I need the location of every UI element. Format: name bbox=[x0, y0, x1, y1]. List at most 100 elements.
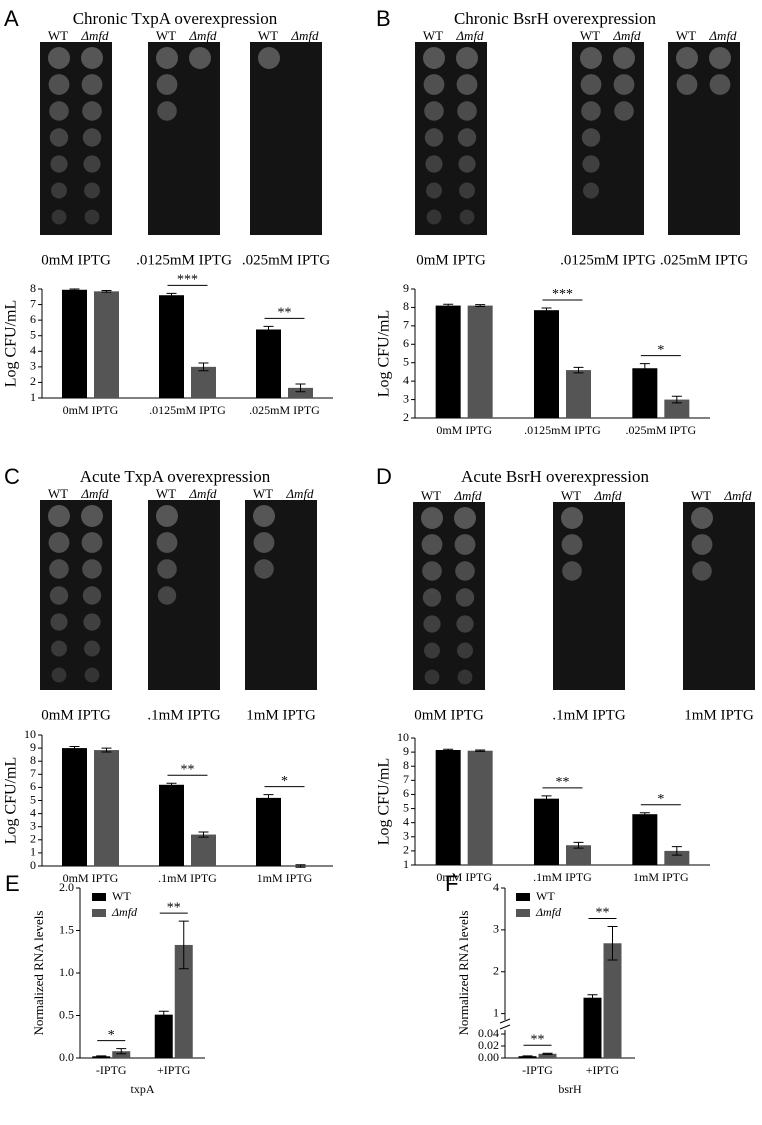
error-bar bbox=[69, 746, 80, 751]
error-bar bbox=[263, 325, 274, 334]
error-bar bbox=[263, 794, 274, 802]
bar bbox=[159, 784, 184, 866]
plate-label: 0mM IPTG bbox=[414, 707, 484, 723]
bar bbox=[174, 944, 193, 1058]
bar bbox=[538, 1053, 557, 1058]
colony-spot bbox=[454, 534, 476, 555]
panel-title: Acute TxpA overexpression bbox=[80, 467, 271, 486]
strain-label: Δmfd bbox=[593, 488, 622, 503]
strain-label: WT bbox=[48, 28, 68, 43]
y-tick-label: 3 bbox=[493, 922, 499, 936]
y-tick-label: 9 bbox=[403, 744, 409, 758]
y-tick-label: 0.5 bbox=[59, 1007, 74, 1021]
legend-swatch bbox=[516, 893, 530, 901]
significance-label: ** bbox=[181, 762, 195, 777]
bar bbox=[94, 291, 119, 398]
error-bar bbox=[541, 795, 552, 802]
y-tick-label: 7 bbox=[30, 296, 36, 310]
colony-spot bbox=[614, 101, 634, 121]
strain-label: WT bbox=[156, 28, 176, 43]
y-tick-label: 4 bbox=[30, 343, 36, 357]
y-tick-label: 3 bbox=[30, 359, 36, 373]
plate-image bbox=[245, 500, 317, 690]
strain-label: WT bbox=[258, 28, 278, 43]
colony-spot bbox=[48, 532, 70, 553]
y-tick-label: 1.0 bbox=[59, 965, 74, 979]
y-tick-label: 4 bbox=[30, 805, 36, 819]
colony-spot bbox=[424, 642, 440, 659]
colony-spot bbox=[581, 128, 601, 147]
colony-spot bbox=[258, 47, 280, 69]
colony-spot bbox=[455, 588, 475, 607]
bar bbox=[112, 1051, 131, 1058]
error-bar bbox=[671, 395, 682, 404]
bar bbox=[467, 750, 493, 865]
colony-spot bbox=[454, 507, 476, 529]
bar bbox=[191, 366, 216, 398]
colony-spot bbox=[49, 128, 69, 147]
colony-spot bbox=[83, 155, 101, 173]
colony-spot bbox=[709, 47, 731, 69]
colony-spot bbox=[457, 642, 473, 659]
y-tick-label: 8 bbox=[30, 281, 36, 295]
colony-spot bbox=[83, 613, 101, 631]
colony-spot bbox=[425, 155, 443, 173]
colony-spot bbox=[613, 74, 635, 95]
y-tick-label: 6 bbox=[30, 312, 36, 326]
error-bar bbox=[178, 920, 189, 970]
panel-letter: D bbox=[376, 464, 392, 489]
error-bar bbox=[639, 812, 650, 817]
y-tick-label: 7 bbox=[30, 766, 36, 780]
y-tick-label: 0.00 bbox=[478, 1050, 499, 1064]
colony-spot bbox=[676, 74, 698, 95]
error-bar bbox=[671, 846, 682, 856]
y-tick-label: 5 bbox=[30, 792, 36, 806]
colony-spot bbox=[81, 47, 103, 69]
axis-break bbox=[499, 1018, 511, 1024]
plate-label: 1mM IPTG bbox=[246, 707, 316, 723]
panel-title: Chronic TxpA overexpression bbox=[73, 9, 278, 28]
colony-spot bbox=[421, 507, 443, 529]
significance-label: * bbox=[657, 343, 664, 358]
bar bbox=[534, 798, 559, 865]
colony-spot bbox=[458, 155, 476, 173]
colony-spot bbox=[424, 101, 444, 121]
colony-spot bbox=[561, 534, 583, 555]
significance-label: * bbox=[281, 774, 288, 789]
error-bar bbox=[639, 363, 650, 374]
colony-spot bbox=[459, 209, 475, 225]
y-tick-label: 1 bbox=[493, 1005, 499, 1019]
colony-spot bbox=[81, 532, 103, 553]
colony-spot bbox=[51, 209, 67, 225]
x-tick-label: .0125mM IPTG bbox=[524, 423, 601, 437]
colony-spot bbox=[48, 505, 70, 527]
plate-image bbox=[683, 502, 755, 690]
bar bbox=[62, 289, 87, 398]
panel-title: Acute BsrH overexpression bbox=[461, 467, 649, 486]
colony-spot bbox=[49, 101, 69, 121]
y-axis-label: Log CFU/mL bbox=[3, 757, 20, 845]
strain-label: WT bbox=[561, 488, 581, 503]
error-bar bbox=[295, 864, 306, 868]
y-tick-label: 0.02 bbox=[478, 1038, 499, 1052]
strain-label: WT bbox=[421, 488, 441, 503]
colony-spot bbox=[84, 667, 100, 683]
colony-spot bbox=[82, 128, 102, 147]
strain-label: WT bbox=[676, 28, 696, 43]
y-tick-label: 8 bbox=[30, 753, 36, 767]
strain-label: Δmfd bbox=[285, 486, 314, 501]
colony-spot bbox=[156, 532, 178, 553]
colony-spot bbox=[81, 505, 103, 527]
colony-spot bbox=[48, 74, 70, 95]
colony-spot bbox=[582, 155, 600, 173]
x-tick-label: +IPTG bbox=[586, 1063, 620, 1077]
strain-label: Δmfd bbox=[612, 28, 641, 43]
error-bar bbox=[573, 366, 584, 374]
error-bar bbox=[69, 288, 80, 292]
bar bbox=[664, 399, 690, 418]
colony-spot bbox=[457, 128, 477, 147]
colony-spot bbox=[613, 47, 635, 69]
x-tick-label: 1mM IPTG bbox=[633, 870, 689, 884]
colony-spot bbox=[456, 615, 474, 633]
error-bar bbox=[475, 304, 486, 308]
